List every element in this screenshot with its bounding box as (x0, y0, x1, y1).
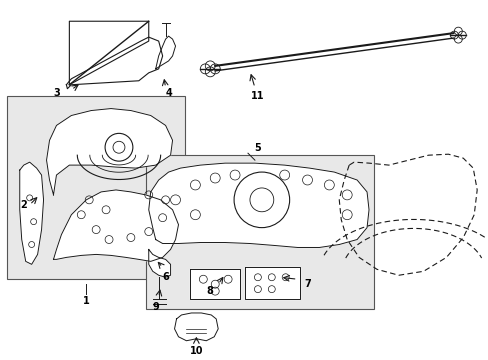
Text: 8: 8 (206, 286, 213, 296)
Polygon shape (148, 163, 368, 247)
Text: 9: 9 (152, 302, 159, 312)
Bar (145, 155, 373, 309)
Polygon shape (148, 249, 170, 277)
Text: 2: 2 (20, 200, 27, 210)
Polygon shape (53, 190, 178, 261)
Text: 1: 1 (82, 296, 89, 306)
Text: 3: 3 (53, 88, 60, 98)
Polygon shape (66, 37, 163, 89)
Polygon shape (190, 269, 240, 299)
Polygon shape (20, 162, 43, 264)
Bar (7, 96, 185, 279)
Polygon shape (244, 267, 299, 299)
Text: 6: 6 (162, 272, 169, 282)
Polygon shape (69, 21, 148, 85)
Polygon shape (174, 313, 218, 341)
Text: 7: 7 (304, 279, 310, 289)
Polygon shape (46, 109, 172, 195)
Text: 10: 10 (189, 346, 203, 356)
Text: 4: 4 (165, 88, 172, 98)
Text: 5: 5 (254, 143, 261, 153)
Polygon shape (155, 36, 175, 69)
Text: 11: 11 (251, 91, 264, 101)
